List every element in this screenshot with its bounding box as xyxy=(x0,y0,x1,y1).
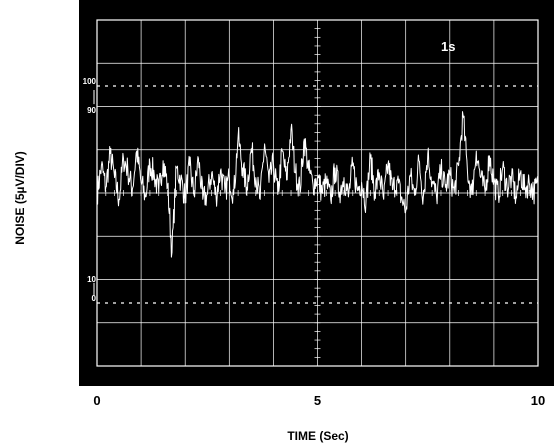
noise-trace xyxy=(96,111,539,258)
x-tick-labels: 0 5 10 xyxy=(93,393,545,408)
x-tick-label: 5 xyxy=(314,393,321,408)
timebase-annotation: 1s xyxy=(441,39,455,54)
marker-label: 0 xyxy=(92,294,97,303)
x-tick-label: 10 xyxy=(531,393,545,408)
marker-label: 10 xyxy=(87,275,96,284)
x-tick-label: 0 xyxy=(93,393,100,408)
x-axis-label: TIME (Sec) xyxy=(287,429,348,443)
marker-label: 100 xyxy=(83,77,97,86)
y-axis-label: NOISE (5µV/DIV) xyxy=(13,151,27,245)
marker-label: 90 xyxy=(87,106,96,115)
